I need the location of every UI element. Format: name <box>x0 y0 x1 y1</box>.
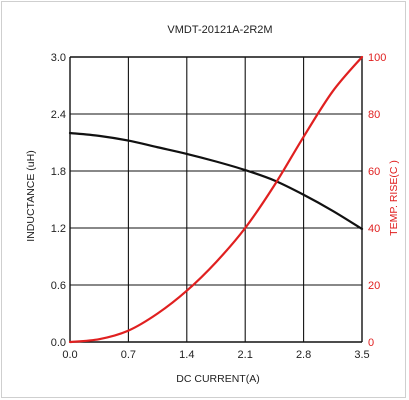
temp-rise-line <box>68 55 364 344</box>
y2-tick-label: 0 <box>368 337 374 349</box>
y-tick-label: 3.0 <box>51 52 66 64</box>
y-tick-label: 0.6 <box>51 280 66 292</box>
chart-title: VMDT-20121A-2R2M <box>167 24 272 36</box>
y2-tick-label: 60 <box>368 166 380 178</box>
x-tick-label: 0.0 <box>62 349 77 361</box>
y-tick-label: 2.4 <box>51 109 66 121</box>
y-tick-label: 0.0 <box>51 337 66 349</box>
tick-labels: 0.0 0.7 1.4 2.1 2.8 3.5 0.0 0.6 1.2 1.8 2.4 3.0 0 20 4… <box>51 52 387 361</box>
y2-tick-label: 40 <box>368 223 380 235</box>
x-tick-label: 2.1 <box>238 349 253 361</box>
y-axis-label: INDUCTANCE (uH) <box>25 150 37 241</box>
y2-axis-label: TEMP. RISE(C ) <box>388 160 400 236</box>
y-tick-label: 1.2 <box>51 223 66 235</box>
y-tick-label: 1.8 <box>51 166 66 178</box>
x-tick-label: 2.8 <box>296 349 311 361</box>
x-axis-label: DC CURRENT(A) <box>176 373 259 385</box>
x-tick-label: 0.7 <box>121 349 136 361</box>
y2-tick-label: 20 <box>368 280 380 292</box>
x-tick-label: 1.4 <box>179 349 194 361</box>
series-group <box>68 55 364 344</box>
x-tick-label: 3.5 <box>354 349 369 361</box>
grid <box>69 56 363 343</box>
y2-tick-label: 80 <box>368 109 380 121</box>
y2-tick-label: 100 <box>368 52 386 64</box>
inductance-line <box>68 131 364 231</box>
